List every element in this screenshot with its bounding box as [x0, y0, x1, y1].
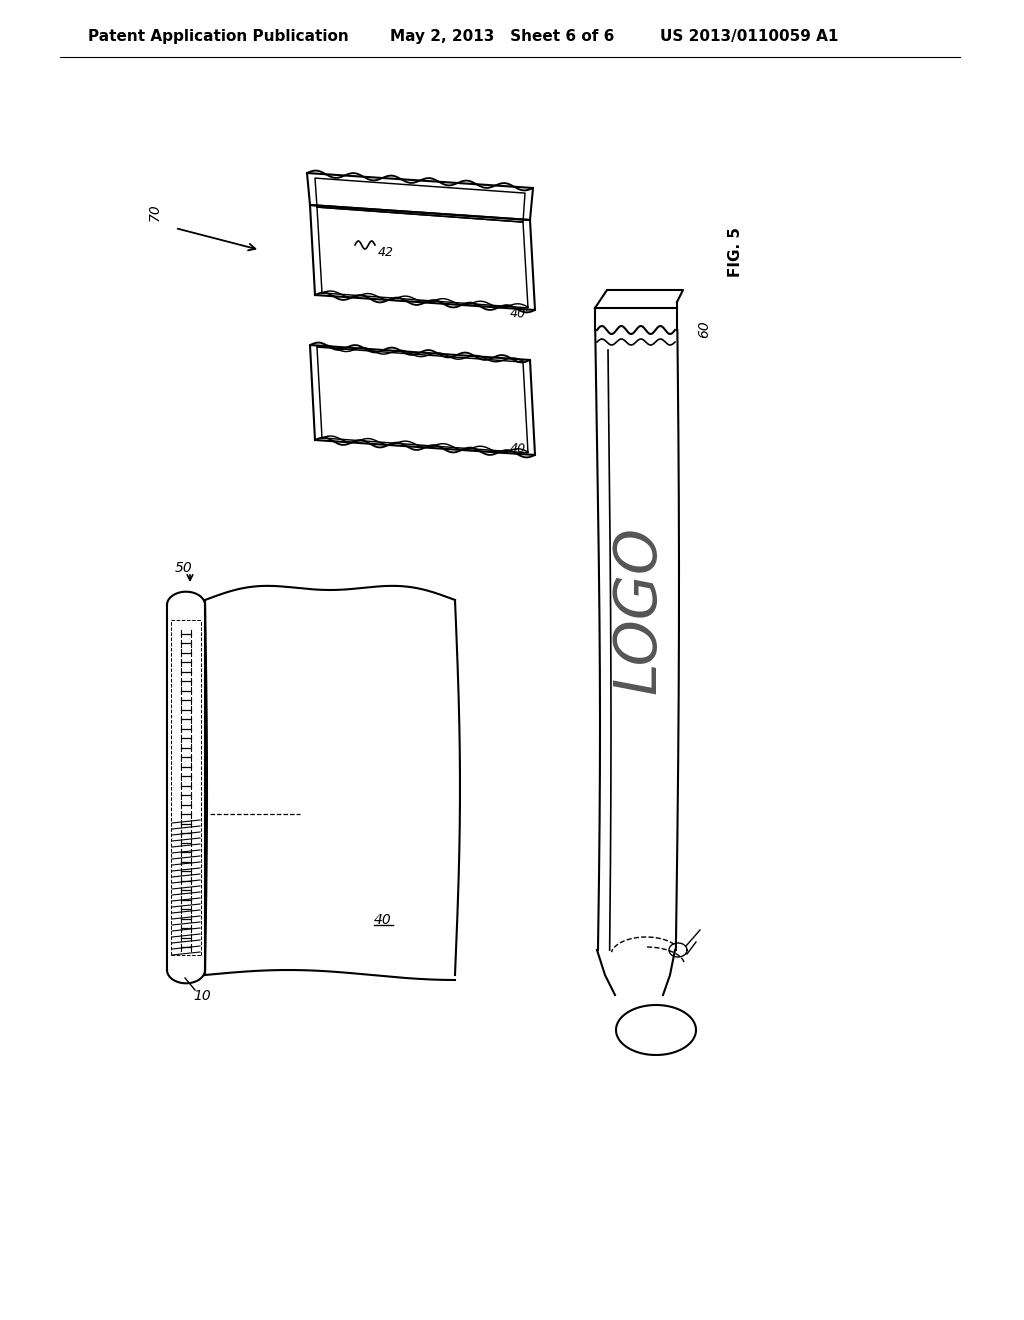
Text: 10: 10	[193, 989, 211, 1003]
Text: LOGO: LOGO	[610, 525, 668, 694]
Text: 50: 50	[175, 561, 193, 576]
Text: 60: 60	[697, 321, 711, 338]
Text: 70: 70	[148, 203, 162, 220]
Text: 40': 40'	[510, 308, 529, 321]
Text: 40: 40	[510, 442, 526, 455]
Text: 42: 42	[378, 246, 394, 259]
Text: FIG. 5: FIG. 5	[727, 227, 742, 277]
Text: 40: 40	[374, 913, 392, 927]
Text: May 2, 2013   Sheet 6 of 6: May 2, 2013 Sheet 6 of 6	[390, 29, 614, 45]
Text: Patent Application Publication: Patent Application Publication	[88, 29, 349, 45]
Text: US 2013/0110059 A1: US 2013/0110059 A1	[660, 29, 839, 45]
